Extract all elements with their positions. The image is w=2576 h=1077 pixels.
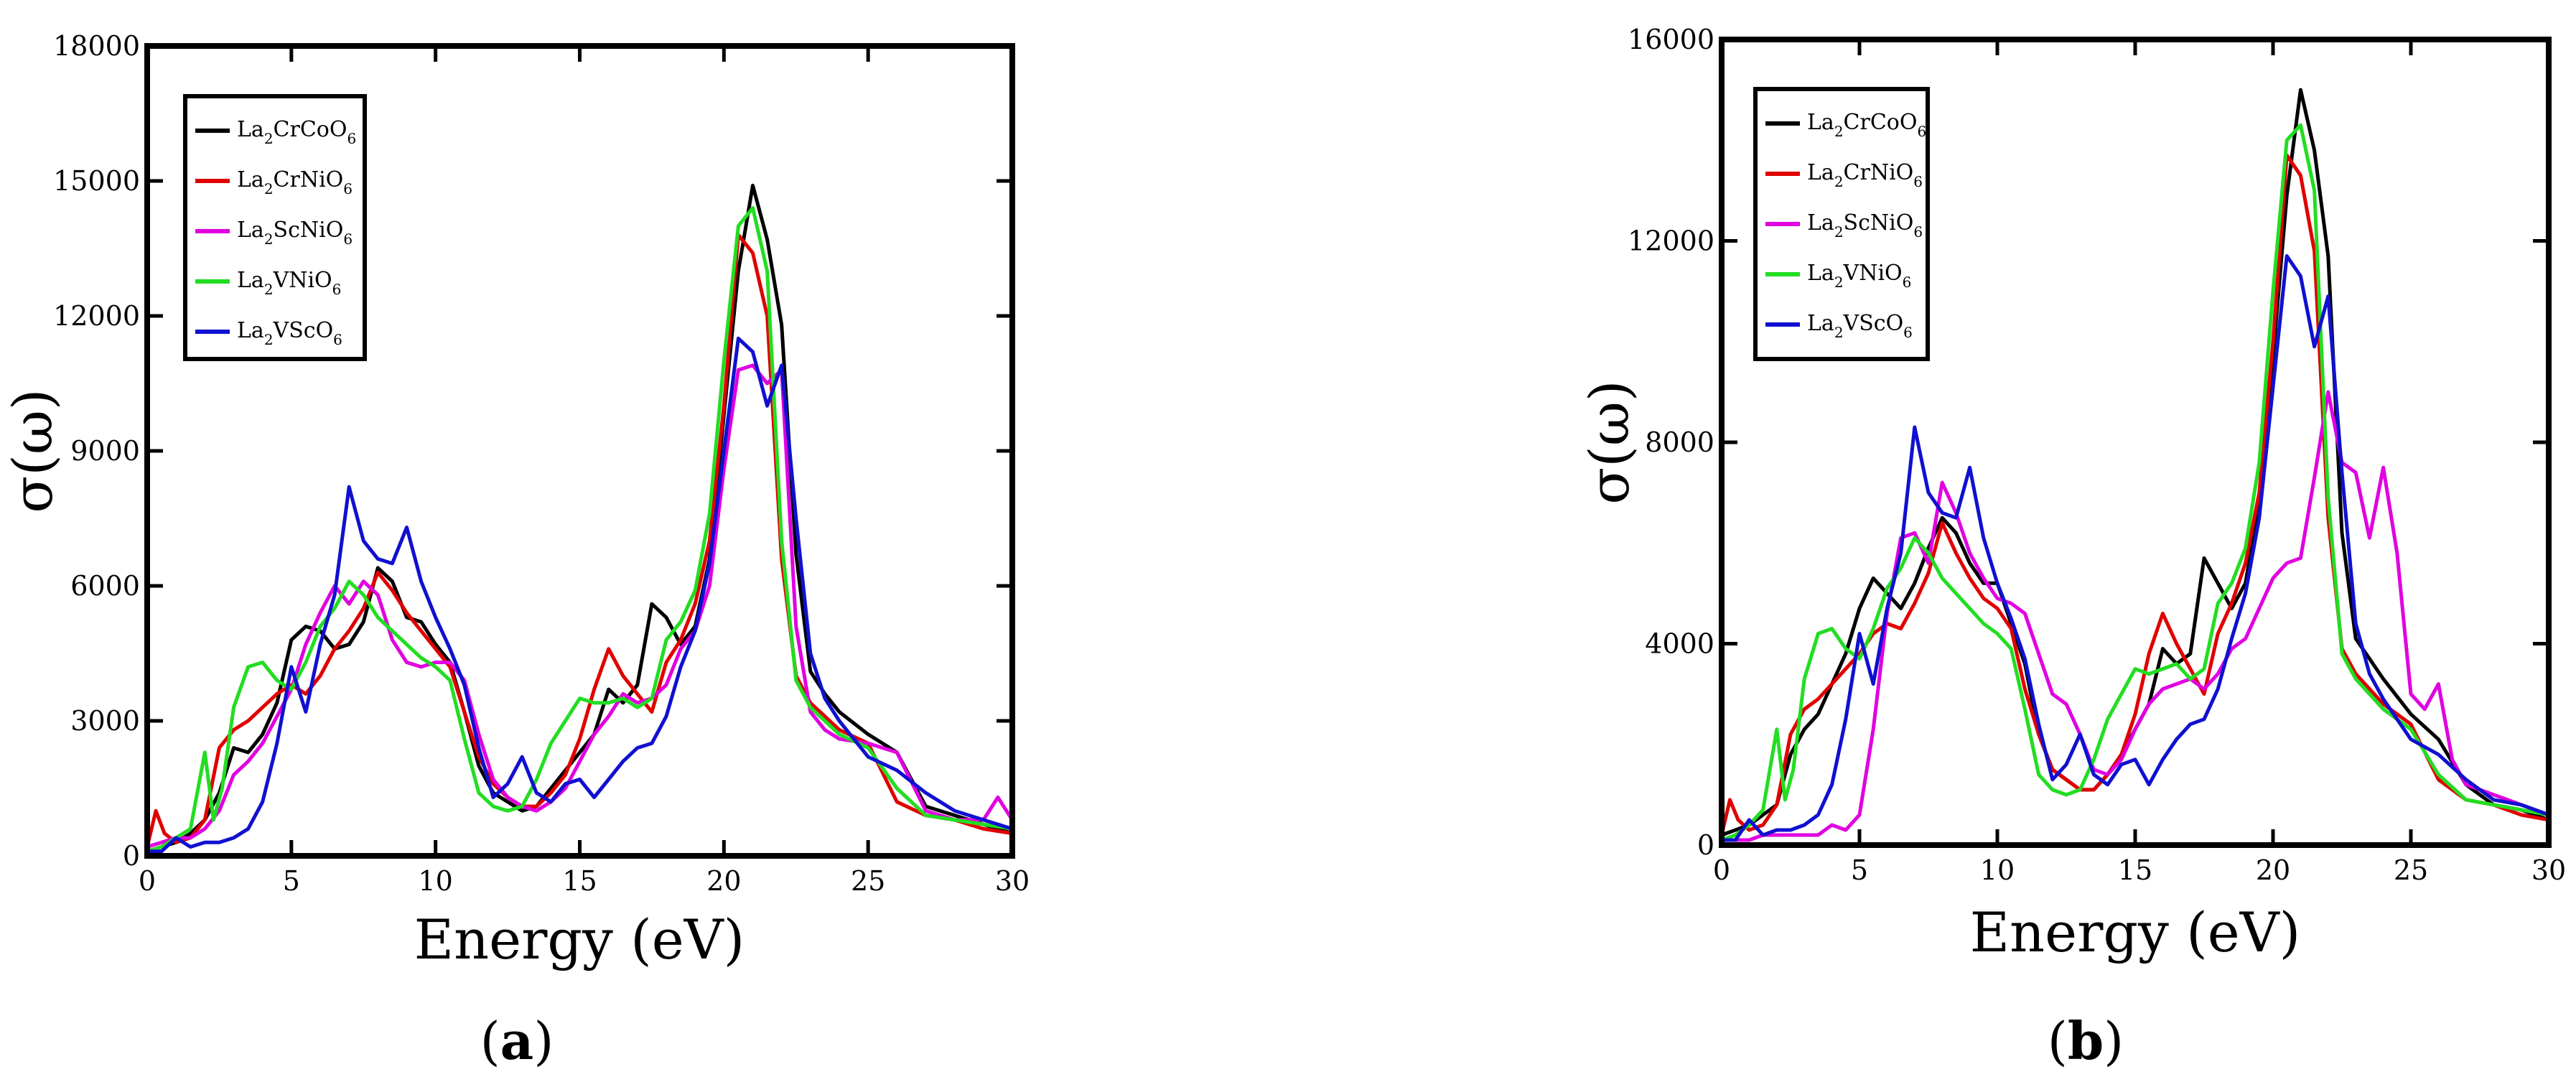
panel-b-xlabel: Energy (eV): [1970, 900, 2301, 964]
panel-b-caption: (b): [2048, 1010, 2124, 1071]
panel-b-xtick-label-1: 5: [1851, 854, 1868, 886]
panel-b-ytick-label-3: 12000: [1628, 225, 1714, 257]
panel-b-xtick-label-0: 0: [1713, 854, 1730, 886]
panel-b-legend-label-0: La2CrCoO6: [1807, 110, 1926, 140]
panel-a-legend-label-2: La2ScNiO6: [237, 218, 353, 248]
panel-a-xtick-label-4: 20: [706, 865, 741, 897]
panel-a-caption-letter: a: [500, 1010, 534, 1071]
panel-b-xtick-label-3: 15: [2118, 854, 2152, 886]
panel-a-caption: (a): [480, 1010, 554, 1071]
panel-b-legend-label-2: La2ScNiO6: [1807, 210, 1923, 241]
panel-a-xtick-label-3: 15: [562, 865, 597, 897]
panel-a-series: [145, 183, 1014, 854]
panel-b-series-line-2: [1719, 390, 2551, 842]
panel-b-legend-label-3: La2VNiO6: [1807, 261, 1911, 291]
panel-a-legend-box: [183, 94, 367, 361]
panel-b-ylabel: σ(ω): [1577, 380, 1641, 504]
panel-a-ytick-label-6: 18000: [53, 30, 140, 62]
panel-a-xtick-label-1: 5: [283, 865, 300, 897]
panel-b-caption-letter: b: [2068, 1010, 2104, 1071]
panel-b-ytick-label-1: 4000: [1645, 628, 1714, 660]
panel-b-series-line-3: [1719, 123, 2551, 842]
panel-b-xtick-label-6: 30: [2531, 854, 2566, 886]
panel-a-series-line-3: [145, 206, 1014, 854]
panel-a-legend-label-3: La2VNiO6: [237, 268, 341, 298]
panel-a-xtick-label-6: 30: [995, 865, 1030, 897]
panel-a-ytick-label-1: 3000: [70, 705, 140, 737]
panel-a-xtick-label-2: 10: [418, 865, 452, 897]
panel-b-xtick-label-5: 25: [2394, 854, 2428, 886]
panel-a-series-line-2: [145, 363, 1014, 849]
panel-b-legend: La2CrCoO6 La2CrNiO6 La2ScNiO6 La2VNiO6 La2VS…: [1753, 87, 1930, 361]
panel-b-ytick-label-2: 8000: [1645, 426, 1714, 458]
panel-b-series: [1719, 88, 2551, 842]
panel-b-ytick-label-4: 16000: [1628, 24, 1714, 55]
panel-b-series-line-4: [1719, 254, 2551, 842]
panel-a-ylabel: σ(ω): [1, 388, 65, 513]
panel-b-xtick-label-2: 10: [1980, 854, 2015, 886]
panel-a-legend-label-4: La2VScO6: [237, 318, 342, 348]
panel-a-ytick-label-5: 15000: [53, 165, 140, 197]
panel-b-legend-label-1: La2CrNiO6: [1807, 160, 1923, 190]
panel-b-xtick-label-4: 20: [2256, 854, 2290, 886]
panel-a-xlabel: Energy (eV): [414, 908, 745, 971]
panel-a-xtick-label-5: 25: [851, 865, 885, 897]
panel-a-xtick-label-0: 0: [139, 865, 156, 897]
panel-a-legend-label-1: La2CrNiO6: [237, 167, 353, 197]
panel-a-ytick-label-0: 0: [123, 840, 140, 872]
panel-a-legend: La2CrCoO6 La2CrNiO6 La2ScNiO6 La2VNiO6 La2VS…: [183, 94, 367, 361]
panel-a-ticks: 0 5 10 15 20 25 30 0 3000 6000 9000 12000 15000 18000: [53, 30, 1030, 897]
panel-a-ytick-label-3: 9000: [70, 435, 140, 467]
panel-b: 0 5 10 15 20 25 30 0 4000 8000 12000 16000 Energy (…: [1577, 24, 2566, 1071]
panel-a: 0 5 10 15 20 25 30 0 3000 6000 9000 12000 15000 18000…: [1, 30, 1030, 1071]
panel-b-ytick-label-0: 0: [1697, 829, 1714, 861]
panel-b-legend-label-4: La2VScO6: [1807, 311, 1913, 341]
panel-a-ytick-label-2: 6000: [70, 570, 140, 602]
panel-a-legend-label-0: La2CrCoO6: [237, 117, 356, 147]
panel-b-ticks: 0 5 10 15 20 25 30 0 4000 8000 12000 16000: [1628, 24, 2566, 886]
panel-a-series-line-4: [145, 336, 1014, 854]
panel-a-ytick-label-4: 12000: [53, 300, 140, 332]
